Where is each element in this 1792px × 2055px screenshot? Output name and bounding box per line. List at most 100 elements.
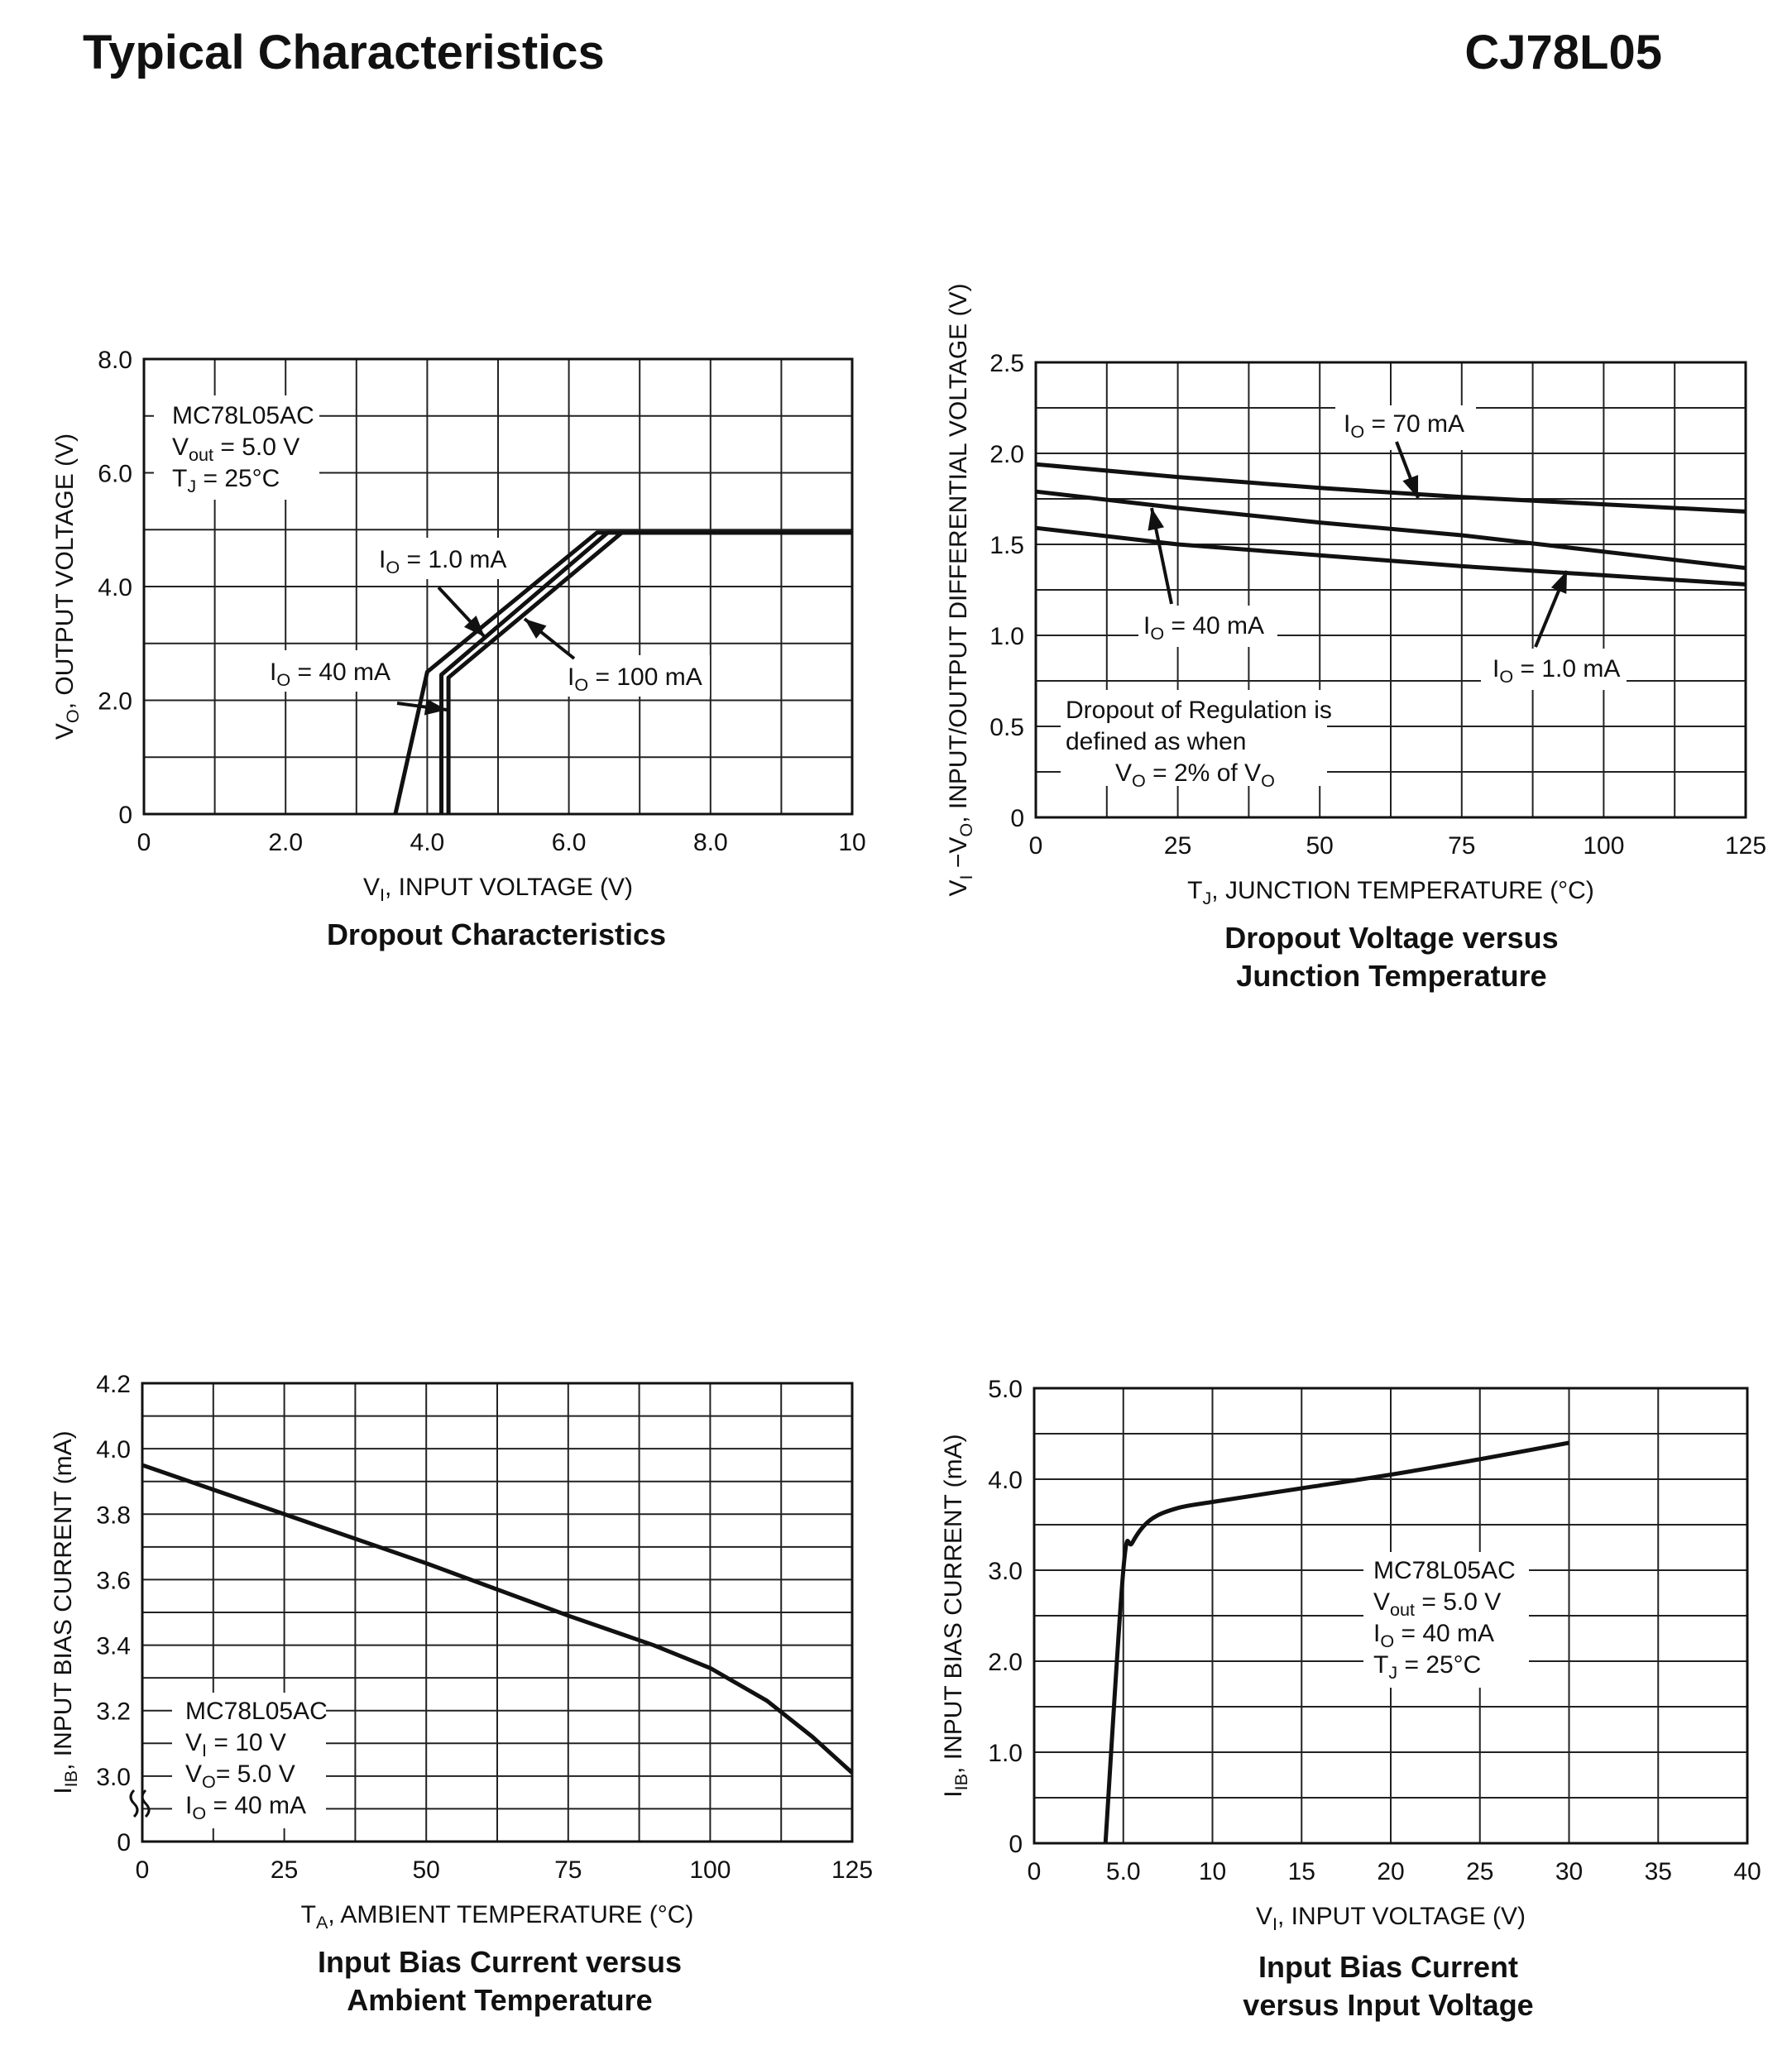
series-label-40mA: IO = 40 mA xyxy=(270,659,391,690)
x-tick-label: 25 xyxy=(271,1856,298,1884)
text-run: = 25°C xyxy=(1397,1651,1481,1679)
text-subscript: J xyxy=(187,476,196,496)
y-tick-label: 4.2 xyxy=(96,1371,131,1398)
text-run: V xyxy=(1373,1588,1390,1616)
text-subscript: IB xyxy=(951,1774,971,1790)
text-subscript: out xyxy=(1390,1599,1415,1620)
text-run: = 70 mA xyxy=(1364,410,1464,438)
text-run: = 100 mA xyxy=(588,663,702,691)
x-axis-label: VI, INPUT VOLTAGE (V) xyxy=(1256,1903,1526,1934)
text-subscript: O xyxy=(1261,770,1275,791)
series-label-70mA-arrow-head xyxy=(1402,475,1419,498)
x-tick-label: 8.0 xyxy=(693,829,728,856)
series-line-1 xyxy=(1035,462,1746,514)
text-run: , AMBIENT TEMPERATURE (°C) xyxy=(328,1901,693,1928)
series-label-40mA-arrow-head xyxy=(1148,508,1165,531)
conditions-text: MC78L05AC xyxy=(185,1698,328,1725)
text-subscript: O xyxy=(1150,623,1164,644)
text-run: V xyxy=(185,1729,202,1756)
y-tick-label: 3.8 xyxy=(96,1502,131,1529)
chart-caption: Input Bias Current xyxy=(1258,1950,1518,1984)
x-tick-label: 0 xyxy=(1029,832,1043,860)
series-label-1mA: IO = 1.0 mA xyxy=(379,546,506,577)
y-axis-label: VO, OUTPUT VOLTAGE (V) xyxy=(51,434,83,740)
series-label-40mA-arrow-head xyxy=(424,698,447,716)
conditions-text: TJ = 25°C xyxy=(172,465,280,496)
text-run: V xyxy=(51,723,79,740)
text-run: , INPUT BIAS CURRENT (mA) xyxy=(940,1434,967,1774)
text-run: I xyxy=(1493,655,1499,683)
chart-caption: Input Bias Current versus xyxy=(318,1945,682,1979)
text-run: −V xyxy=(945,837,972,875)
series-label-1mA: IO = 1.0 mA xyxy=(1493,655,1620,687)
y-tick-label: 0 xyxy=(117,1829,131,1856)
label-background xyxy=(1363,1552,1529,1688)
series-label-100mA: IO = 100 mA xyxy=(568,663,702,695)
text-subscript: J xyxy=(1388,1662,1397,1683)
x-tick-label: 50 xyxy=(1306,832,1334,860)
text-run: V xyxy=(945,879,972,896)
conditions-text: VO= 5.0 V xyxy=(185,1760,295,1792)
text-run: I xyxy=(379,546,386,573)
x-tick-label: 50 xyxy=(413,1856,440,1884)
text-run: T xyxy=(1187,877,1202,904)
text-run: I xyxy=(270,659,276,686)
y-tick-label: 3.4 xyxy=(96,1633,131,1660)
x-tick-label: 15 xyxy=(1288,1858,1315,1885)
x-tick-label: 5.0 xyxy=(1106,1858,1141,1885)
text-run: , INPUT VOLTAGE (V) xyxy=(1277,1903,1526,1930)
text-run: , INPUT BIAS CURRENT (mA) xyxy=(50,1430,77,1770)
text-run: V xyxy=(185,1760,202,1788)
series-line-3 xyxy=(1035,525,1746,587)
conditions-text: MC78L05AC xyxy=(172,402,314,429)
y-tick-label: 4.0 xyxy=(96,1436,131,1463)
text-run: , JUNCTION TEMPERATURE (°C) xyxy=(1211,877,1594,904)
conditions-text: VI = 10 V xyxy=(185,1729,286,1760)
part-number: CJ78L05 xyxy=(1464,26,1662,79)
chart-caption: Dropout Voltage versus xyxy=(1224,921,1558,955)
text-run: = 5.0 V xyxy=(213,434,299,461)
x-tick-label: 0 xyxy=(136,1856,150,1884)
conditions-text: IO = 40 mA xyxy=(185,1792,306,1823)
label-background xyxy=(256,650,405,692)
y-axis-label: VI −VO, INPUT/OUTPUT DIFFERENTIAL VOLTAG… xyxy=(945,284,976,897)
y-tick-label: 4.0 xyxy=(988,1467,1023,1494)
chart-caption: Ambient Temperature xyxy=(347,1983,652,2017)
y-tick-label: 1.0 xyxy=(988,1740,1023,1767)
y-axis-label: IIB, INPUT BIAS CURRENT (mA) xyxy=(940,1434,971,1797)
chart-caption: Dropout Characteristics xyxy=(327,917,666,951)
text-run: T xyxy=(1373,1651,1388,1679)
text-subscript: O xyxy=(386,557,400,577)
text-subscript: O xyxy=(574,674,588,695)
text-run: , INPUT VOLTAGE (V) xyxy=(385,874,633,901)
label-background xyxy=(556,655,710,697)
text-subscript: O xyxy=(62,709,83,723)
x-axis-label: VI, INPUT VOLTAGE (V) xyxy=(363,874,633,905)
x-tick-label: 10 xyxy=(1199,1858,1226,1885)
label-background xyxy=(1138,606,1277,647)
plot-frame xyxy=(1034,361,1747,819)
y-tick-label: 0 xyxy=(1010,805,1024,832)
text-run: Dropout of Regulation is xyxy=(1066,697,1332,724)
series-label-100mA-arrow-head xyxy=(525,619,547,639)
text-subscript: I xyxy=(380,884,385,905)
x-tick-label: 25 xyxy=(1466,1858,1493,1885)
text-subscript: O xyxy=(1380,1631,1394,1651)
y-tick-label: 1.0 xyxy=(989,623,1024,650)
text-run: V xyxy=(1115,759,1132,787)
text-subscript: O xyxy=(202,1771,216,1792)
text-run: = 25°C xyxy=(196,465,280,492)
text-run: V xyxy=(172,434,189,461)
x-tick-label: 35 xyxy=(1645,1858,1672,1885)
series-label-40mA: IO = 40 mA xyxy=(1143,612,1264,644)
label-background xyxy=(1061,690,1327,786)
chart-caption: versus Input Voltage xyxy=(1243,1988,1533,2022)
x-tick-label: 4.0 xyxy=(410,829,445,856)
text-run: = 10 V xyxy=(207,1729,286,1756)
text-run: = 5.0 V xyxy=(216,1760,295,1788)
text-subscript: out xyxy=(189,444,213,465)
series-label-1mA-arrow-head xyxy=(1550,571,1567,594)
x-tick-label: 125 xyxy=(1725,832,1766,860)
